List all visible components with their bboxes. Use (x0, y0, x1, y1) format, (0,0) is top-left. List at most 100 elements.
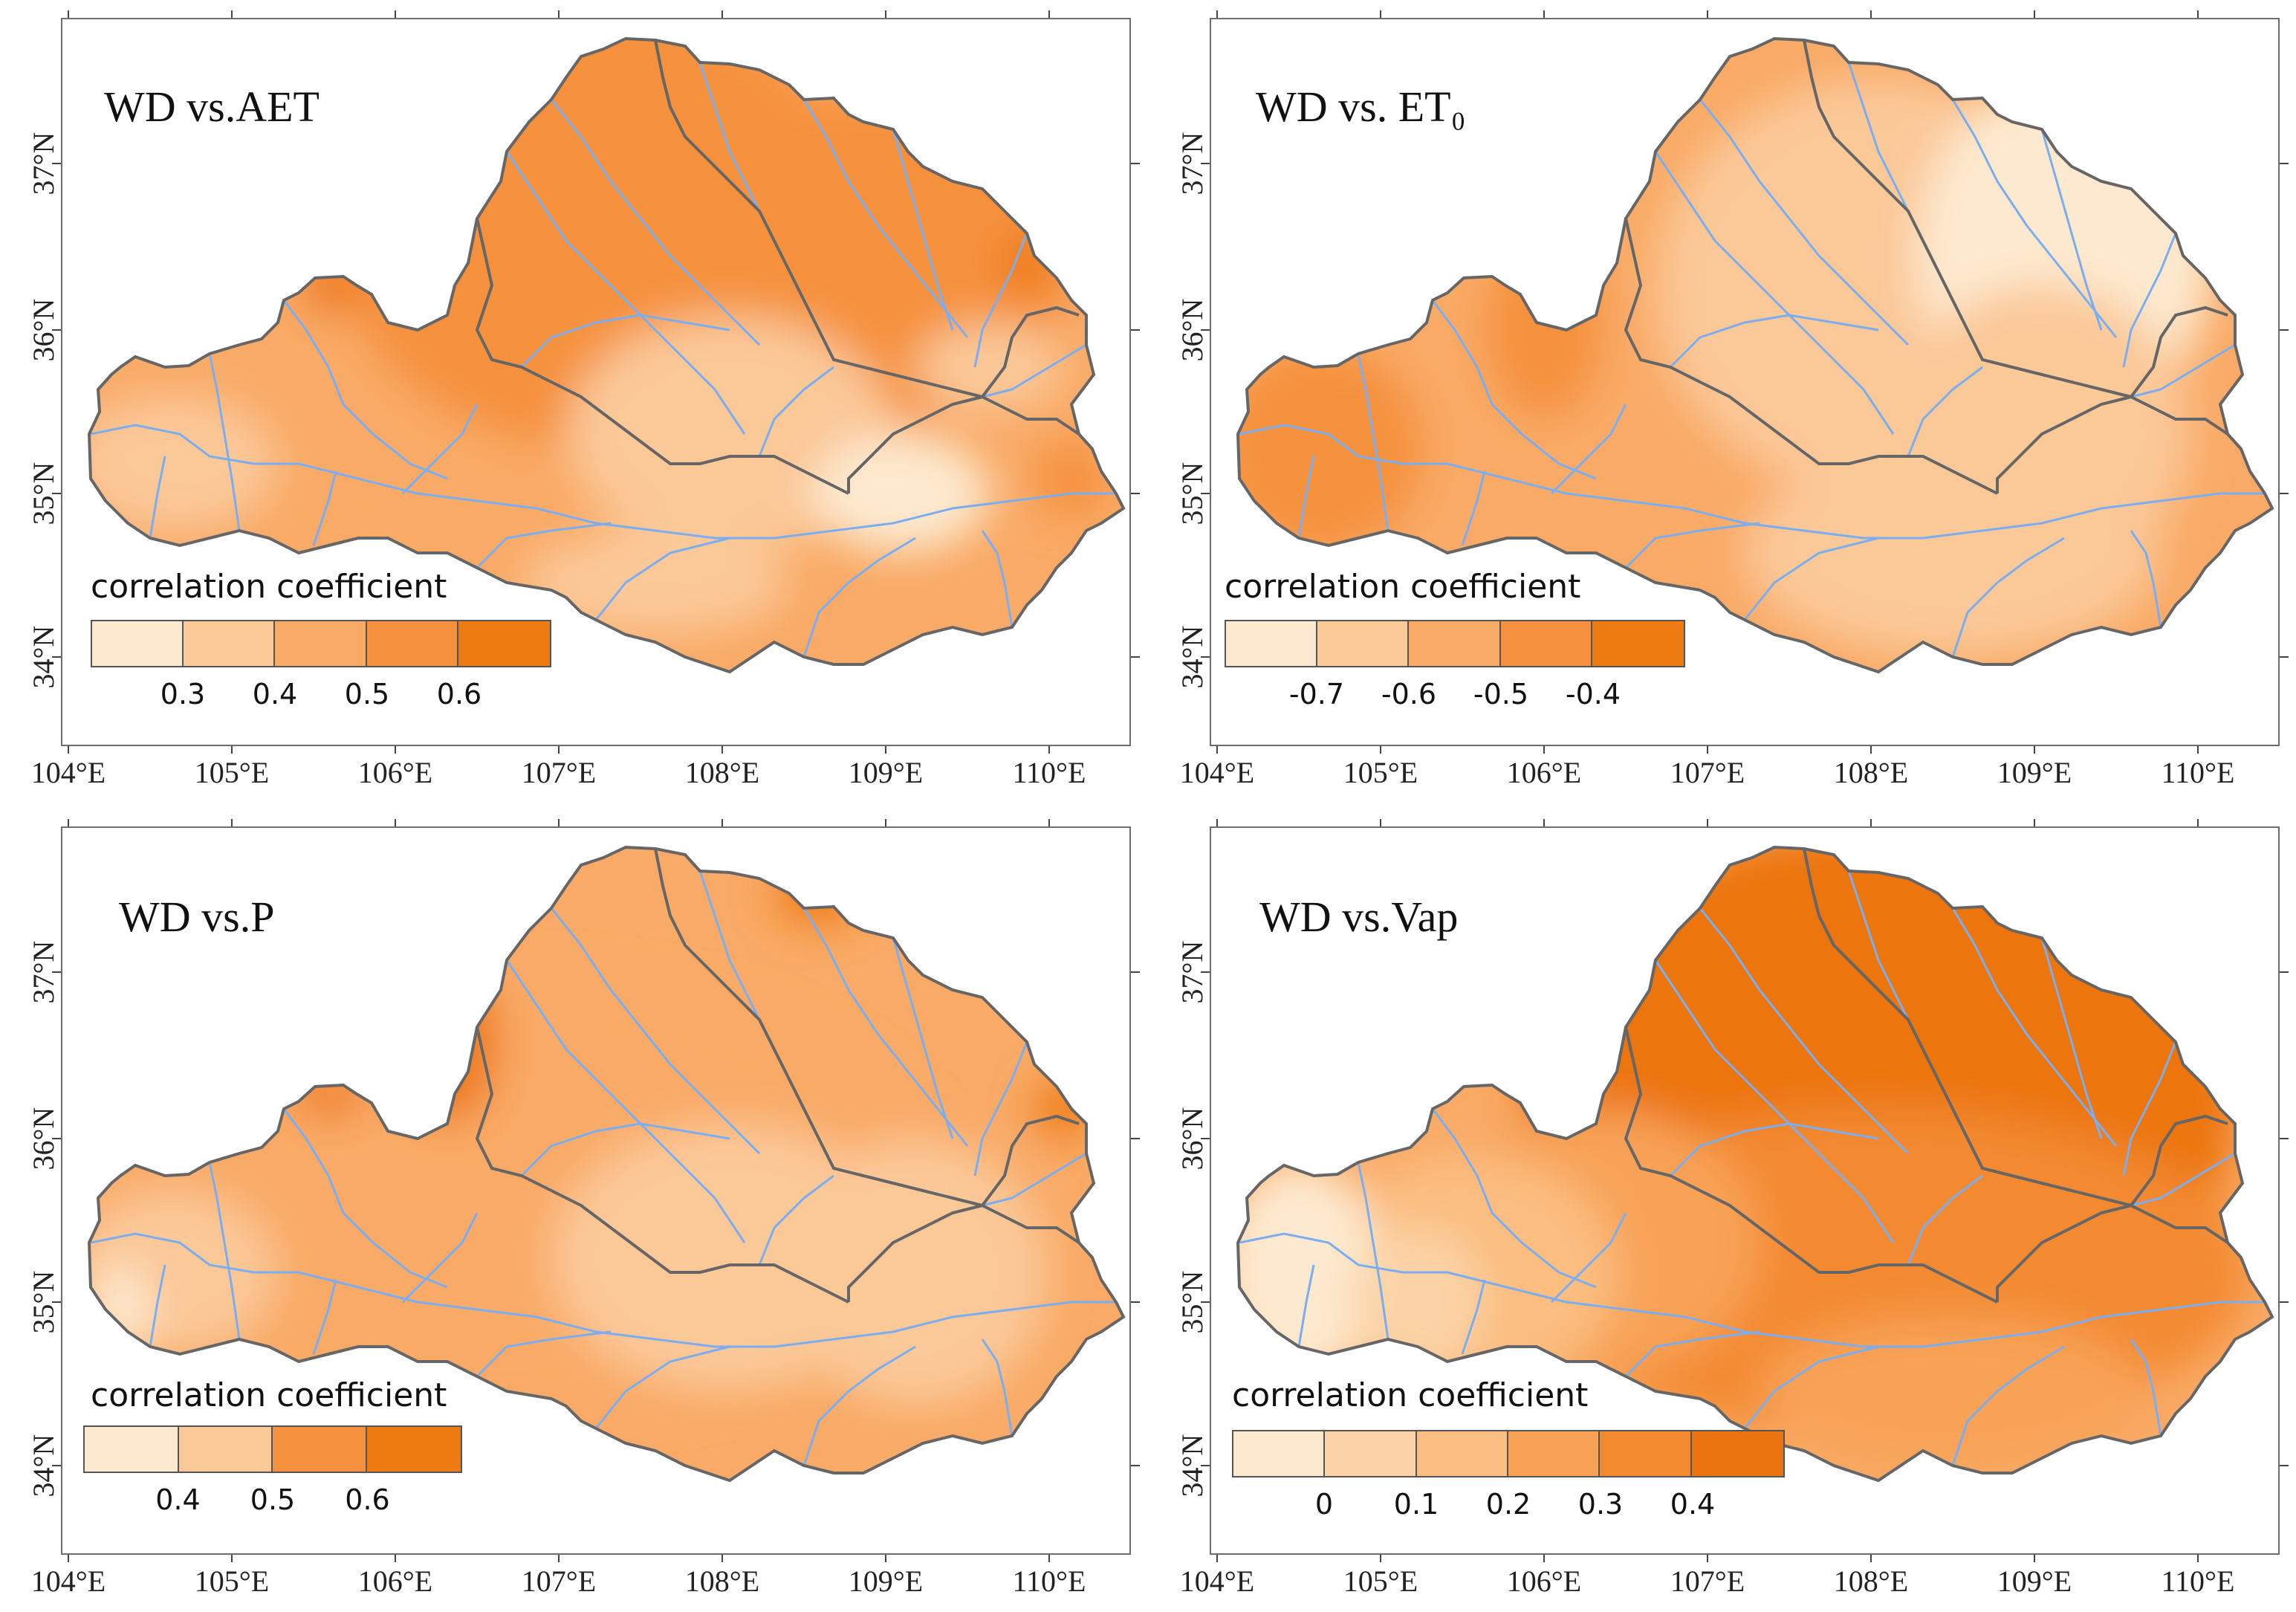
sub-basin-boundary (981, 305, 1080, 398)
river (1699, 907, 1910, 1155)
legend-swatch (1500, 621, 1592, 666)
lon-tick (68, 1555, 69, 1562)
river (1669, 1122, 1879, 1177)
correlation-zone (811, 434, 990, 553)
lon-label: 109°E (1997, 1564, 2072, 1598)
river (149, 456, 166, 539)
lon-label: 105°E (1343, 1564, 1418, 1598)
lon-label: 110°E (1012, 756, 1086, 789)
river (802, 99, 969, 338)
correlation-zone (395, 960, 499, 1124)
legend-label: 0.3 (1577, 1488, 1624, 1521)
lon-label: 109°E (848, 1564, 924, 1598)
river (892, 937, 954, 1139)
lon-label: 110°E (1012, 1564, 1086, 1598)
lon-tick (1870, 1555, 1872, 1562)
lat-tick-right (2280, 656, 2289, 658)
lon-tick-top (1048, 819, 1050, 826)
correlation-zone (1238, 1161, 1381, 1384)
lon-label: 106°E (1506, 1564, 1582, 1598)
lon-label: 107°E (1670, 1564, 1745, 1598)
river (982, 1152, 1087, 1207)
sub-basin-boundary (2130, 395, 2229, 436)
sub-basin-boundary (654, 39, 983, 398)
lon-label: 106°E (1506, 756, 1582, 789)
basin-map (1236, 36, 2274, 674)
lon-tick-top (1543, 819, 1545, 826)
lon-tick (395, 746, 396, 754)
lat-tick (1201, 971, 1210, 973)
lon-tick-top (1048, 10, 1050, 18)
river (2040, 937, 2103, 1139)
sub-basin-boundary (847, 395, 983, 493)
lat-tick-right (1131, 1465, 1140, 1466)
lon-label: 107°E (521, 1564, 597, 1598)
lat-tick-right (2280, 1465, 2289, 1466)
basin-map (87, 36, 1126, 674)
sub-basin-boundary (2130, 1204, 2229, 1244)
sub-basin-boundary (981, 1114, 1080, 1207)
lat-tick-right (1131, 493, 1140, 494)
correlation-zone (522, 531, 789, 635)
correlation-zone (1760, 1317, 2146, 1466)
river (90, 1232, 1123, 1348)
river (1699, 99, 1910, 346)
correlation-zone (782, 1139, 1049, 1406)
river (282, 1108, 448, 1289)
correlation-zone (1351, 1228, 1485, 1376)
panel-title: WD vs.Vap (1259, 893, 1459, 941)
lat-tick (1201, 1301, 1210, 1303)
lon-tick (1380, 746, 1381, 754)
lon-label: 108°E (684, 1564, 760, 1598)
river (594, 1345, 730, 1429)
river (1357, 1162, 1389, 1340)
lon-tick-top (2034, 10, 2035, 18)
lon-tick (1380, 1555, 1381, 1562)
lon-label: 105°E (194, 1564, 270, 1598)
sub-basin-boundary (475, 1026, 849, 1304)
river (505, 959, 746, 1243)
lon-tick (1048, 1555, 1050, 1562)
lat-tick (52, 329, 61, 331)
lon-tick (395, 1555, 396, 1562)
river (982, 343, 1087, 398)
river (892, 129, 954, 331)
legend-label: 0.4 (155, 1483, 201, 1516)
lat-tick (52, 163, 61, 164)
legend-label: 0.1 (1393, 1488, 1439, 1521)
lon-tick-top (1707, 10, 1708, 18)
legend-swatch (1317, 621, 1410, 666)
legend-label: 0.6 (436, 678, 482, 710)
river (594, 537, 730, 621)
river (973, 233, 1028, 368)
legend-label: 0.4 (252, 678, 298, 710)
river (1654, 959, 1895, 1243)
river (1624, 522, 1760, 569)
legend-label: -0.7 (1288, 678, 1345, 710)
legend-swatch (1409, 621, 1501, 666)
lon-label: 109°E (1997, 756, 2072, 789)
river (282, 300, 448, 480)
legend-swatch (1508, 1431, 1601, 1476)
river (550, 99, 761, 346)
lat-tick-right (2280, 971, 2289, 973)
river (1951, 907, 2118, 1147)
basin-outline (1236, 845, 2274, 1483)
lon-label: 110°E (2161, 756, 2235, 789)
lon-tick-top (231, 819, 233, 826)
lon-tick (2034, 1555, 2035, 1562)
lon-label: 106°E (357, 1564, 433, 1598)
lon-label: 106°E (357, 756, 433, 789)
lon-tick-top (721, 10, 723, 18)
lon-tick (231, 1555, 233, 1562)
lon-tick-top (1870, 10, 1872, 18)
legend-swatch (178, 1427, 273, 1472)
lon-tick-top (1543, 10, 1545, 18)
correlation-zone (1238, 345, 1425, 553)
lat-tick-right (2280, 163, 2289, 164)
lon-tick-top (2197, 10, 2199, 18)
legend-label: -0.4 (1565, 678, 1621, 710)
legend-label: 0.4 (1670, 1488, 1716, 1521)
lon-tick-top (1216, 819, 1218, 826)
lat-tick-right (1131, 1138, 1140, 1139)
